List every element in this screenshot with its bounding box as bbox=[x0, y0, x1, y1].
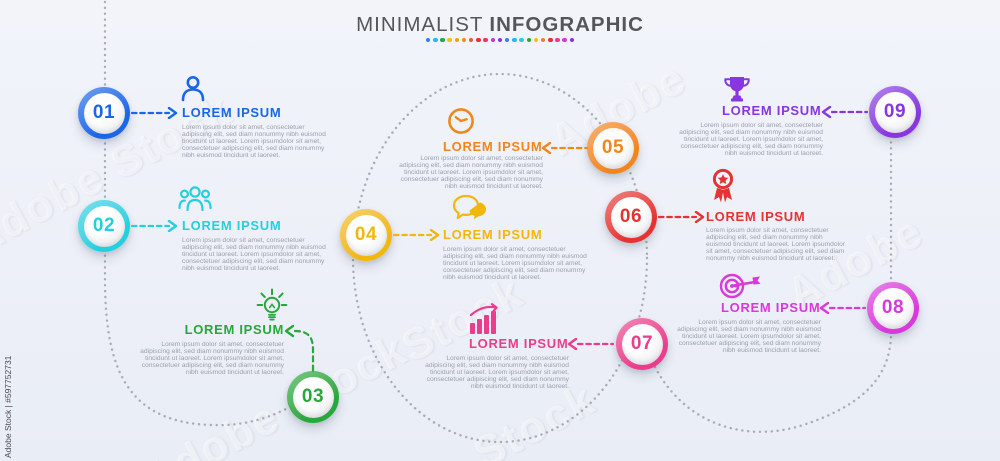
step-ball: 01 bbox=[83, 92, 125, 134]
title-dot bbox=[440, 38, 445, 43]
step-title: LOREM IPSUM bbox=[722, 103, 822, 118]
step-body-text: Lorem ipsum dolor sit amet, consectetuer… bbox=[399, 155, 543, 191]
title-dot bbox=[454, 38, 460, 43]
step-circle-05: 05 bbox=[587, 122, 639, 174]
dotted-path-left bbox=[103, 0, 290, 427]
step-title: LOREM IPSUM bbox=[706, 209, 806, 224]
bar-chart-icon bbox=[469, 302, 501, 334]
medal-icon bbox=[708, 167, 738, 207]
title-dot bbox=[504, 38, 510, 43]
arrow-left-icon bbox=[819, 302, 866, 314]
step-number: 07 bbox=[630, 333, 654, 354]
step-number: 02 bbox=[92, 215, 116, 236]
title-dot bbox=[540, 38, 546, 43]
title-dot bbox=[533, 38, 539, 43]
clock-icon bbox=[446, 106, 476, 136]
page-title-light: MINIMALIST bbox=[356, 13, 484, 36]
step-title: LOREM IPSUM bbox=[182, 105, 282, 120]
step-number: 05 bbox=[601, 137, 625, 158]
users-icon bbox=[178, 184, 212, 212]
page-title-bold: INFOGRAPHIC bbox=[489, 13, 644, 36]
arrow-right-icon bbox=[393, 229, 440, 241]
user-icon bbox=[180, 74, 206, 102]
step-circle-03: 03 bbox=[287, 371, 339, 423]
title-dot bbox=[562, 38, 567, 43]
step-number: 04 bbox=[354, 224, 378, 245]
title-dot bbox=[447, 38, 452, 43]
step-ball: 02 bbox=[83, 205, 125, 247]
step-body-text: Lorem ipsum dolor sit amet, consectetuer… bbox=[425, 355, 569, 391]
step-number: 09 bbox=[883, 101, 907, 122]
step-title: LOREM IPSUM bbox=[469, 336, 569, 351]
step-title: LOREM IPSUM bbox=[182, 218, 282, 233]
step-circle-01: 01 bbox=[78, 87, 130, 139]
page-title: MINIMALIST INFOGRAPHIC bbox=[0, 13, 1000, 37]
title-dot bbox=[497, 38, 503, 43]
step-number: 08 bbox=[881, 297, 905, 318]
step-body-text: Lorem ipsum dolor sit amet, consectetuer… bbox=[182, 237, 326, 273]
title-dot bbox=[548, 38, 553, 43]
title-dot bbox=[519, 38, 524, 43]
step-title: LOREM IPSUM bbox=[443, 227, 543, 242]
dotted-path-right bbox=[653, 110, 893, 433]
step-circle-09: 09 bbox=[869, 86, 921, 138]
title-dot bbox=[476, 38, 481, 43]
step-number: 06 bbox=[619, 206, 643, 227]
step-body-text: Lorem ipsum dolor sit amet, consectetuer… bbox=[679, 122, 823, 158]
step-circle-07: 07 bbox=[616, 318, 668, 370]
title-dot bbox=[512, 38, 517, 43]
step-ball: 06 bbox=[610, 196, 652, 238]
title-dot bbox=[469, 38, 474, 43]
step-ball: 04 bbox=[345, 214, 387, 256]
arrow-left-icon bbox=[541, 142, 588, 154]
step-body-text: Lorem ipsum dolor sit amet, consectetuer… bbox=[140, 341, 284, 377]
stock-credit-label: Adobe Stock | #597752731 bbox=[3, 355, 13, 458]
chat-icon bbox=[452, 193, 488, 223]
step-title: LOREM IPSUM bbox=[184, 322, 284, 337]
step-title: LOREM IPSUM bbox=[443, 139, 543, 154]
step-ball: 03 bbox=[292, 376, 334, 418]
step-ball: 08 bbox=[872, 287, 914, 329]
dotted-path-ellipse bbox=[351, 72, 649, 444]
arrow-right-icon bbox=[658, 211, 705, 223]
step-body-text: Lorem ipsum dolor sit amet, consectetuer… bbox=[182, 124, 326, 160]
arrow-right-icon bbox=[131, 107, 178, 119]
arrow-right-icon bbox=[131, 220, 178, 232]
lightbulb-icon bbox=[255, 286, 289, 324]
title-dot bbox=[526, 38, 531, 43]
title-dot bbox=[483, 38, 488, 43]
step-circle-04: 04 bbox=[340, 209, 392, 261]
arrow-left-icon bbox=[567, 338, 614, 350]
step-number: 03 bbox=[301, 386, 325, 407]
step-circle-06: 06 bbox=[605, 191, 657, 243]
arrow-left-icon bbox=[821, 106, 868, 118]
step-circle-02: 02 bbox=[78, 200, 130, 252]
trophy-icon bbox=[723, 75, 751, 103]
step-circle-08: 08 bbox=[867, 282, 919, 334]
title-dot bbox=[425, 38, 431, 43]
step-body-text: Lorem ipsum dolor sit amet, consectetuer… bbox=[677, 319, 821, 355]
step-ball: 05 bbox=[592, 127, 634, 169]
title-dot bbox=[461, 38, 467, 43]
step-number: 01 bbox=[92, 102, 116, 123]
title-dot bbox=[555, 38, 560, 43]
arrow-curve-icon bbox=[284, 324, 315, 373]
title-dot bbox=[490, 38, 495, 43]
title-dots bbox=[0, 38, 1000, 43]
title-dot bbox=[433, 38, 438, 43]
step-body-text: Lorem ipsum dolor sit amet, consectetuer… bbox=[443, 246, 587, 282]
step-ball: 09 bbox=[874, 91, 916, 133]
step-ball: 07 bbox=[621, 323, 663, 365]
title-dot bbox=[569, 38, 575, 43]
step-body-text: Lorem ipsum dolor sit amet, consectetuer… bbox=[706, 227, 846, 263]
step-title: LOREM IPSUM bbox=[721, 300, 821, 315]
target-icon bbox=[719, 272, 761, 300]
